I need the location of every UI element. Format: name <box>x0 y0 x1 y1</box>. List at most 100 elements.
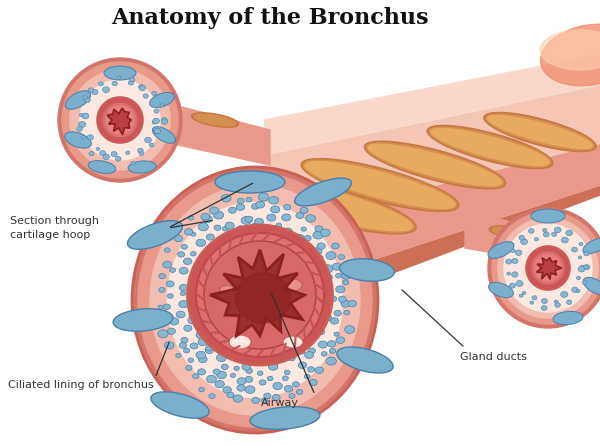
Polygon shape <box>268 175 600 320</box>
Ellipse shape <box>164 248 170 252</box>
Ellipse shape <box>323 283 330 288</box>
Ellipse shape <box>164 342 174 349</box>
Ellipse shape <box>303 160 457 210</box>
Ellipse shape <box>223 227 229 231</box>
Ellipse shape <box>337 347 393 373</box>
Ellipse shape <box>199 256 208 264</box>
Ellipse shape <box>299 350 305 354</box>
Ellipse shape <box>152 121 157 124</box>
Ellipse shape <box>160 104 164 107</box>
Ellipse shape <box>226 231 235 238</box>
Ellipse shape <box>236 273 290 323</box>
Ellipse shape <box>315 291 323 297</box>
Ellipse shape <box>584 265 589 269</box>
Polygon shape <box>536 258 562 279</box>
Ellipse shape <box>159 287 165 292</box>
Ellipse shape <box>179 300 188 308</box>
Ellipse shape <box>293 382 299 387</box>
Ellipse shape <box>504 224 592 312</box>
Ellipse shape <box>221 364 228 370</box>
Ellipse shape <box>492 212 600 324</box>
Ellipse shape <box>301 158 459 211</box>
Ellipse shape <box>324 315 332 321</box>
Ellipse shape <box>188 225 332 365</box>
Ellipse shape <box>334 310 341 316</box>
Ellipse shape <box>161 119 168 124</box>
Ellipse shape <box>196 331 206 339</box>
Ellipse shape <box>161 117 167 122</box>
Ellipse shape <box>245 386 255 393</box>
Ellipse shape <box>219 235 224 240</box>
Ellipse shape <box>131 162 135 165</box>
Ellipse shape <box>512 259 518 263</box>
Ellipse shape <box>542 228 547 232</box>
Ellipse shape <box>163 261 172 268</box>
Ellipse shape <box>258 193 269 201</box>
Ellipse shape <box>304 374 310 379</box>
Ellipse shape <box>174 235 182 242</box>
Polygon shape <box>465 210 560 265</box>
Ellipse shape <box>566 300 572 304</box>
Ellipse shape <box>65 91 91 109</box>
Ellipse shape <box>167 328 175 334</box>
Ellipse shape <box>294 247 301 252</box>
Ellipse shape <box>241 217 251 224</box>
Ellipse shape <box>328 341 336 347</box>
Text: Section through
cartilage hoop: Section through cartilage hoop <box>10 216 99 239</box>
Ellipse shape <box>181 291 185 295</box>
Ellipse shape <box>233 395 242 402</box>
Ellipse shape <box>544 232 549 237</box>
Ellipse shape <box>89 151 94 156</box>
Ellipse shape <box>281 355 289 360</box>
Ellipse shape <box>367 143 503 187</box>
Ellipse shape <box>535 238 538 241</box>
Ellipse shape <box>506 259 512 264</box>
Ellipse shape <box>98 82 103 86</box>
Ellipse shape <box>541 299 547 303</box>
Ellipse shape <box>329 296 337 302</box>
Ellipse shape <box>150 185 360 415</box>
Ellipse shape <box>323 265 333 273</box>
Ellipse shape <box>332 243 339 249</box>
Ellipse shape <box>296 389 303 394</box>
Ellipse shape <box>80 80 160 160</box>
Ellipse shape <box>313 231 323 239</box>
Ellipse shape <box>335 274 341 278</box>
Ellipse shape <box>184 229 193 235</box>
Ellipse shape <box>246 198 252 202</box>
Ellipse shape <box>515 250 522 255</box>
Ellipse shape <box>237 378 246 384</box>
Ellipse shape <box>264 393 271 398</box>
Text: Ciliated lining of bronchus: Ciliated lining of bronchus <box>8 380 154 390</box>
Ellipse shape <box>300 343 307 349</box>
Ellipse shape <box>296 212 304 218</box>
Ellipse shape <box>158 330 168 338</box>
Ellipse shape <box>188 289 195 294</box>
Ellipse shape <box>206 234 214 240</box>
Ellipse shape <box>214 211 224 219</box>
Ellipse shape <box>194 114 236 126</box>
Ellipse shape <box>519 235 524 240</box>
Ellipse shape <box>310 266 316 271</box>
Ellipse shape <box>336 337 344 344</box>
Ellipse shape <box>190 343 198 349</box>
Ellipse shape <box>343 280 349 285</box>
Ellipse shape <box>290 240 299 247</box>
Ellipse shape <box>215 171 285 193</box>
Ellipse shape <box>336 286 345 293</box>
Ellipse shape <box>187 303 197 310</box>
Ellipse shape <box>248 179 412 231</box>
Ellipse shape <box>572 247 577 252</box>
Ellipse shape <box>179 267 188 274</box>
Ellipse shape <box>320 229 330 236</box>
Ellipse shape <box>205 251 212 256</box>
Ellipse shape <box>283 336 303 348</box>
Ellipse shape <box>217 371 226 379</box>
Ellipse shape <box>198 223 208 231</box>
Ellipse shape <box>286 232 293 237</box>
Ellipse shape <box>308 326 314 332</box>
Ellipse shape <box>300 207 308 214</box>
Ellipse shape <box>185 365 192 370</box>
Ellipse shape <box>158 305 163 309</box>
Ellipse shape <box>289 393 295 398</box>
